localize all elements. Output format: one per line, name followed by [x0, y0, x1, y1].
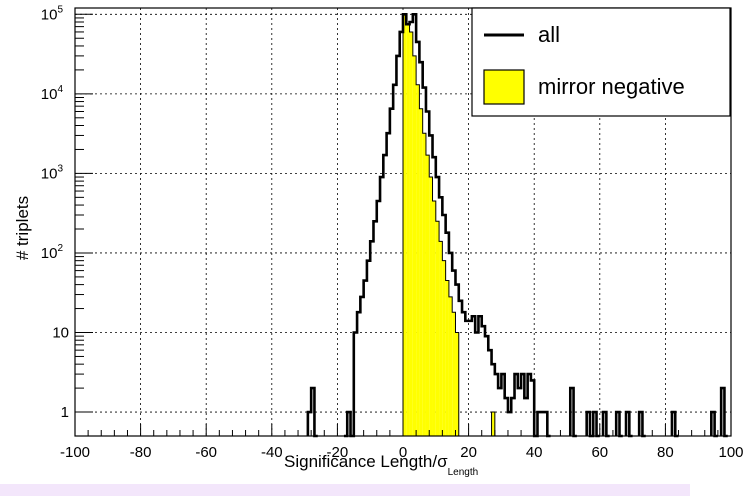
x-tick-label: 60: [591, 444, 608, 461]
y-tick-label: 10: [52, 325, 69, 342]
x-tick-label: -40: [261, 444, 283, 461]
mirror-negative-bin: [442, 260, 446, 436]
mirror-negative-bin: [422, 133, 426, 437]
y-tick-label-exponent: 3: [57, 163, 63, 174]
y-tick-label-exponent: 4: [57, 84, 63, 95]
mirror-negative-bin: [429, 177, 433, 436]
fill-series-layer: [402, 13, 499, 437]
y-tick-label: 102: [41, 243, 64, 262]
mirror-negative-bin: [491, 412, 495, 436]
x-tick-label: 40: [526, 444, 543, 461]
y-tick-label-base: 10: [41, 165, 58, 182]
x-tick-label: 100: [718, 444, 743, 461]
y-tick-label: 105: [41, 4, 64, 23]
mirror-negative-bin: [439, 241, 443, 436]
mirror-negative-bin: [425, 155, 430, 436]
mirror-negative-bin: [432, 200, 436, 436]
x-tick-labels: -100 -80 -60 -40 -20 0 20 40 60 80 100: [60, 444, 744, 461]
y-axis-title: # triplets: [13, 196, 32, 260]
y-tick-label: 1: [61, 404, 69, 421]
mirror-negative-bin: [416, 84, 420, 436]
x-tick-label: 20: [460, 444, 477, 461]
legend-swatch-mirror-negative: [483, 69, 525, 105]
mirror-negative-bin: [419, 108, 423, 436]
mirror-negative-bin: [412, 55, 417, 436]
mirror-negative-bin: [403, 14, 407, 437]
x-tick-label: -20: [327, 444, 349, 461]
y-tick-label-base: 10: [41, 86, 58, 103]
x-tick-label: -60: [195, 444, 217, 461]
x-axis-title-main: Significance Length/σ: [284, 452, 448, 471]
legend-box: [471, 7, 731, 117]
x-axis-title-sub: Length: [448, 467, 479, 478]
y-tick-label: 104: [41, 84, 64, 103]
y-tick-label: 103: [41, 163, 64, 182]
mirror-negative-bin: [409, 31, 413, 436]
mirror-negative-bin: [406, 24, 410, 436]
x-tick-label: 80: [657, 444, 674, 461]
mirror-negative-bin: [452, 312, 456, 436]
mirror-negative-bin: [448, 296, 453, 436]
legend-label-all: all: [538, 22, 560, 47]
x-tick-label: -100: [60, 444, 90, 461]
y-tick-label-exponent: 5: [57, 4, 63, 15]
mirror-negative-bin: [445, 280, 449, 436]
x-tick-label: 0: [399, 444, 407, 461]
legend: all mirror negative: [471, 7, 731, 117]
y-tick-label-base: 10: [41, 245, 58, 262]
bottom-strip: [0, 484, 690, 496]
x-axis-title: Significance Length/σLength: [284, 452, 478, 478]
y-tick-label-base: 10: [41, 6, 58, 23]
x-tick-label: -80: [130, 444, 152, 461]
legend-label-mirror-negative: mirror negative: [538, 74, 685, 99]
mirror-negative-bin: [455, 332, 459, 436]
tick-layer: [74, 13, 732, 436]
mirror-negative-bin: [435, 221, 440, 436]
y-tick-label-exponent: 2: [57, 243, 63, 254]
